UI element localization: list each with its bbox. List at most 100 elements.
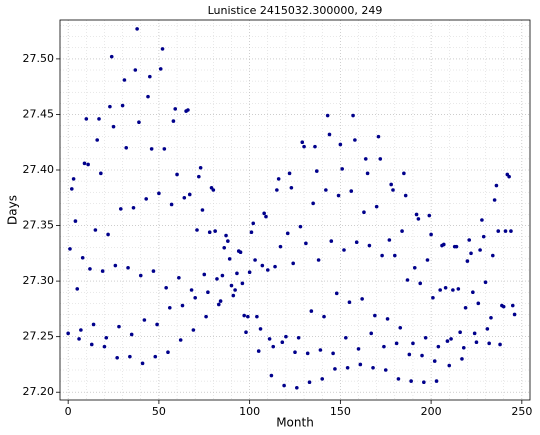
point (367, 243, 372, 248)
point (180, 303, 185, 308)
point (89, 342, 94, 347)
point (222, 245, 227, 250)
point (80, 255, 85, 260)
point (178, 338, 183, 342)
point (445, 339, 450, 343)
point (160, 47, 165, 51)
point (478, 248, 482, 252)
point (336, 193, 341, 198)
point (287, 171, 292, 176)
point (247, 270, 252, 275)
point (320, 377, 325, 381)
point (316, 258, 321, 262)
x-tick-label: 100 (239, 405, 260, 418)
point (429, 232, 433, 237)
point (244, 330, 248, 335)
point (309, 309, 314, 313)
point (138, 273, 143, 278)
point (398, 325, 403, 330)
point (238, 250, 243, 255)
point (423, 335, 428, 340)
point (503, 229, 508, 233)
point (314, 169, 319, 173)
point (476, 301, 481, 306)
point (465, 259, 470, 263)
point (327, 132, 332, 137)
point (340, 167, 344, 171)
point (295, 385, 299, 390)
point (75, 287, 80, 291)
point (71, 177, 76, 181)
point (414, 212, 419, 217)
y-tick-label: 27.30 (23, 274, 55, 287)
point (318, 348, 323, 352)
point (438, 288, 442, 292)
x-tick-label: 200 (421, 405, 442, 418)
point (242, 313, 246, 318)
point (356, 347, 361, 351)
point (82, 161, 87, 166)
point (510, 303, 515, 308)
point (115, 355, 119, 360)
point (144, 197, 148, 201)
plot-frame (59, 19, 531, 401)
point (151, 269, 156, 273)
point (412, 265, 417, 270)
point (166, 350, 170, 355)
point (157, 191, 161, 196)
point (231, 293, 236, 298)
point (409, 379, 413, 383)
point (278, 244, 283, 249)
point (108, 104, 112, 109)
point (100, 269, 105, 273)
x-tick-label: 150 (330, 405, 351, 418)
point (206, 290, 210, 295)
point (284, 334, 288, 339)
point (344, 335, 348, 340)
point (394, 341, 399, 346)
point (129, 332, 134, 337)
point (431, 295, 435, 300)
point (155, 322, 159, 327)
point (436, 344, 441, 349)
point (325, 113, 330, 118)
point (164, 285, 168, 290)
point (324, 188, 328, 192)
point (403, 193, 408, 198)
point (182, 195, 187, 200)
point (373, 313, 377, 318)
point (498, 342, 502, 347)
point (269, 373, 274, 378)
point (255, 314, 259, 319)
x-tick-label: 0 (65, 405, 72, 418)
y-axis-label: Days (6, 195, 20, 225)
point (246, 314, 250, 319)
point (265, 268, 270, 272)
point (191, 328, 196, 332)
point (133, 68, 138, 72)
point (298, 224, 303, 229)
point (218, 299, 223, 303)
point (262, 211, 266, 216)
point (253, 258, 257, 262)
point (113, 263, 118, 268)
point (148, 74, 152, 79)
point (460, 357, 464, 361)
point (385, 317, 390, 321)
point (347, 300, 352, 305)
point (99, 171, 103, 176)
point (124, 145, 129, 150)
point (256, 349, 261, 353)
point (418, 281, 423, 286)
point (249, 230, 254, 235)
point (509, 229, 513, 233)
point (207, 230, 212, 235)
point (226, 239, 230, 243)
point (158, 67, 163, 71)
point (507, 174, 511, 179)
point (142, 318, 147, 322)
point (376, 134, 381, 139)
point (258, 327, 263, 331)
point (267, 337, 272, 341)
